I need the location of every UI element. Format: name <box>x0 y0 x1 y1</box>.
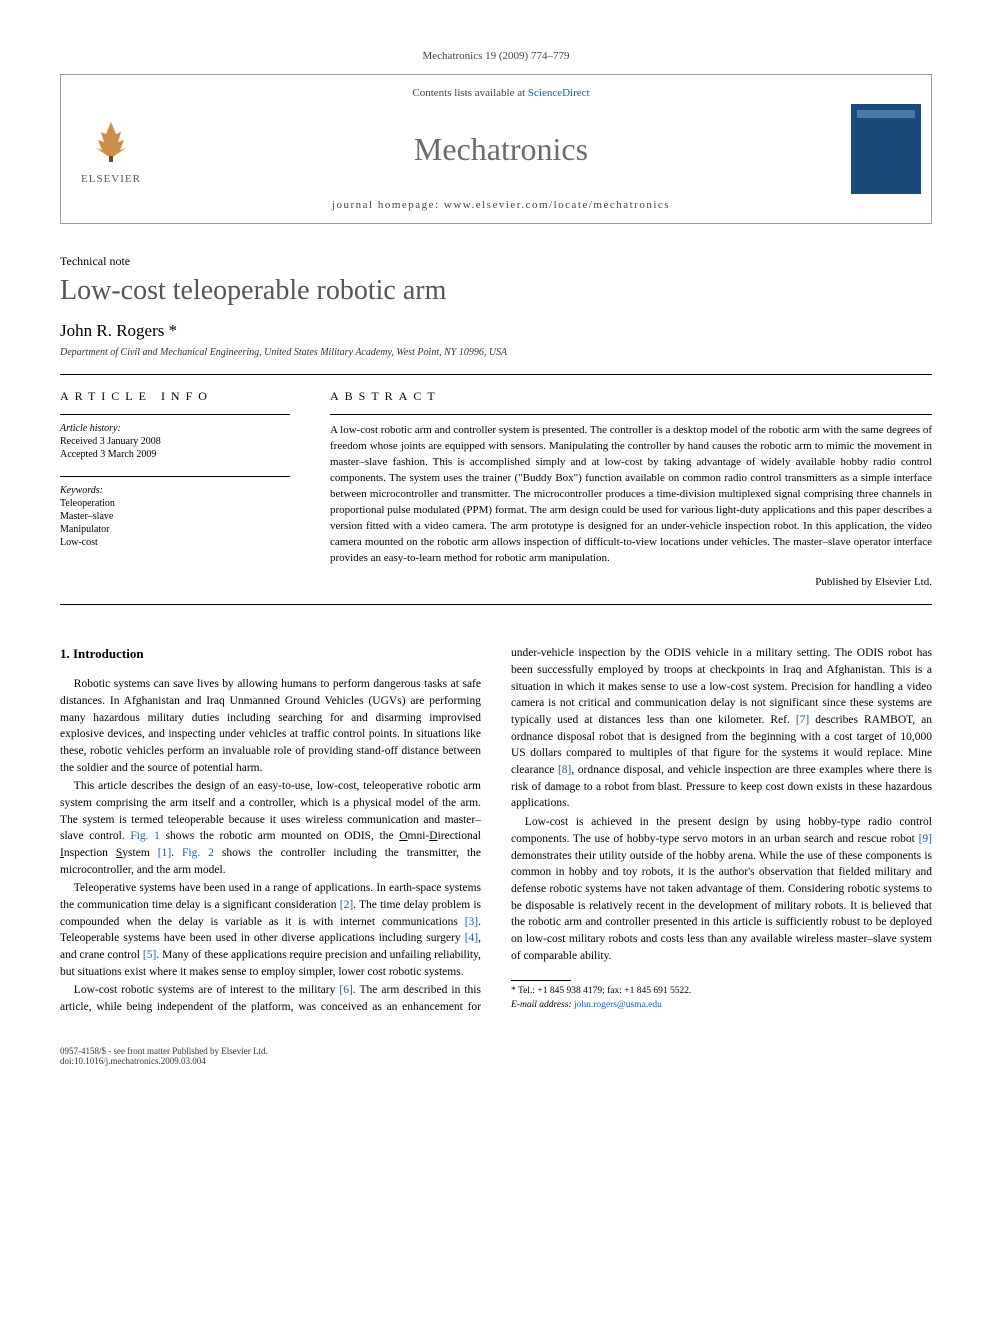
odis-letter: O <box>399 830 407 842</box>
email-label: E-mail address: <box>511 1000 572 1010</box>
sciencedirect-link[interactable]: ScienceDirect <box>528 87 590 99</box>
text-span: Low-cost robotic systems are of interest… <box>74 984 340 996</box>
keywords-label: Keywords: <box>60 485 290 496</box>
reference-link[interactable]: [8] <box>558 764 571 776</box>
reference-link[interactable]: [7] <box>796 714 809 726</box>
reference-link[interactable]: [3] <box>465 916 478 928</box>
bottom-meta: 0957-4158/$ - see front matter Published… <box>60 1046 932 1066</box>
reference-link[interactable]: [2] <box>340 899 353 911</box>
journal-reference: Mechatronics 19 (2009) 774–779 <box>60 50 932 62</box>
homepage-pre: journal homepage: <box>332 199 444 211</box>
author-affiliation: Department of Civil and Mechanical Engin… <box>60 347 932 358</box>
article-info-label: ARTICLE INFO <box>60 389 290 404</box>
elsevier-label: ELSEVIER <box>81 173 141 185</box>
text-span: . <box>171 847 182 859</box>
info-abstract-row: ARTICLE INFO Article history: Received 3… <box>60 389 932 588</box>
issn-line: 0957-4158/$ - see front matter Published… <box>60 1046 932 1056</box>
abstract-column: ABSTRACT A low-cost robotic arm and cont… <box>330 389 932 588</box>
article-info-column: ARTICLE INFO Article history: Received 3… <box>60 389 290 588</box>
history-label: Article history: <box>60 423 290 434</box>
footnote-rule <box>511 980 571 981</box>
corresponding-author-note: * Tel.: +1 845 938 4179; fax: +1 845 691… <box>511 980 932 1013</box>
abstract-divider <box>330 414 932 415</box>
reference-link[interactable]: [6] <box>339 984 352 996</box>
text-span: shows the robotic arm mounted on ODIS, t… <box>160 830 399 842</box>
author-name: John R. Rogers * <box>60 321 932 341</box>
figure-link[interactable]: Fig. 2 <box>182 847 214 859</box>
keywords-list: Teleoperation Master–slave Manipulator L… <box>60 498 290 548</box>
text-span: mni- <box>408 830 430 842</box>
author-email-link[interactable]: john.rogers@usma.edu <box>574 1000 662 1010</box>
reference-link[interactable]: [5] <box>143 949 156 961</box>
history-block: Article history: Received 3 January 2008… <box>60 423 290 460</box>
body-paragraph: Teleoperative systems have been used in … <box>60 880 481 980</box>
section-heading-intro: 1. Introduction <box>60 645 481 664</box>
cover-thumbnail <box>841 75 931 223</box>
text-span: , ordnance disposal, and vehicle inspect… <box>511 764 932 809</box>
accepted-date: Accepted 3 March 2009 <box>60 449 290 460</box>
article-type: Technical note <box>60 254 932 269</box>
figure-link[interactable]: Fig. 1 <box>130 830 160 842</box>
header-center: Contents lists available at ScienceDirec… <box>161 75 841 223</box>
info-divider <box>60 414 290 415</box>
publisher-line: Published by Elsevier Ltd. <box>330 576 932 588</box>
text-span: nspection <box>64 847 116 859</box>
body-columns: 1. Introduction Robotic systems can save… <box>60 645 932 1015</box>
keyword-item: Manipulator <box>60 524 290 535</box>
cover-image <box>851 104 921 194</box>
email-line: E-mail address: john.rogers@usma.edu <box>511 999 932 1013</box>
reference-link[interactable]: [9] <box>919 833 932 845</box>
contents-available-line: Contents lists available at ScienceDirec… <box>412 87 589 99</box>
text-span: irectional <box>438 830 481 842</box>
homepage-url[interactable]: www.elsevier.com/locate/mechatronics <box>444 199 670 211</box>
odis-letter: D <box>429 830 437 842</box>
elsevier-logo: ELSEVIER <box>61 75 161 223</box>
keywords-divider <box>60 476 290 477</box>
corresponding-tel: * Tel.: +1 845 938 4179; fax: +1 845 691… <box>511 985 932 999</box>
body-paragraph: This article describes the design of an … <box>60 778 481 878</box>
abstract-label: ABSTRACT <box>330 389 932 404</box>
article-title: Low-cost teleoperable robotic arm <box>60 275 932 307</box>
elsevier-tree-icon <box>86 114 136 171</box>
keyword-item: Master–slave <box>60 511 290 522</box>
journal-homepage: journal homepage: www.elsevier.com/locat… <box>332 199 670 211</box>
abstract-text: A low-cost robotic arm and controller sy… <box>330 423 932 566</box>
text-span: Low-cost is achieved in the present desi… <box>511 816 932 845</box>
contents-pre: Contents lists available at <box>412 87 527 99</box>
journal-name: Mechatronics <box>414 131 588 168</box>
body-paragraph: Low-cost is achieved in the present desi… <box>511 814 932 964</box>
doi-line: doi:10.1016/j.mechatronics.2009.03.004 <box>60 1056 932 1066</box>
text-span: demonstrates their utility outside of th… <box>511 850 932 962</box>
received-date: Received 3 January 2008 <box>60 436 290 447</box>
divider-bottom <box>60 604 932 605</box>
header-box: ELSEVIER Contents lists available at Sci… <box>60 74 932 224</box>
keyword-item: Low-cost <box>60 537 290 548</box>
text-span: ystem <box>122 847 157 859</box>
body-paragraph: Robotic systems can save lives by allowi… <box>60 676 481 776</box>
keyword-item: Teleoperation <box>60 498 290 509</box>
divider-top <box>60 374 932 375</box>
reference-link[interactable]: [1] <box>158 847 171 859</box>
reference-link[interactable]: [4] <box>465 932 478 944</box>
